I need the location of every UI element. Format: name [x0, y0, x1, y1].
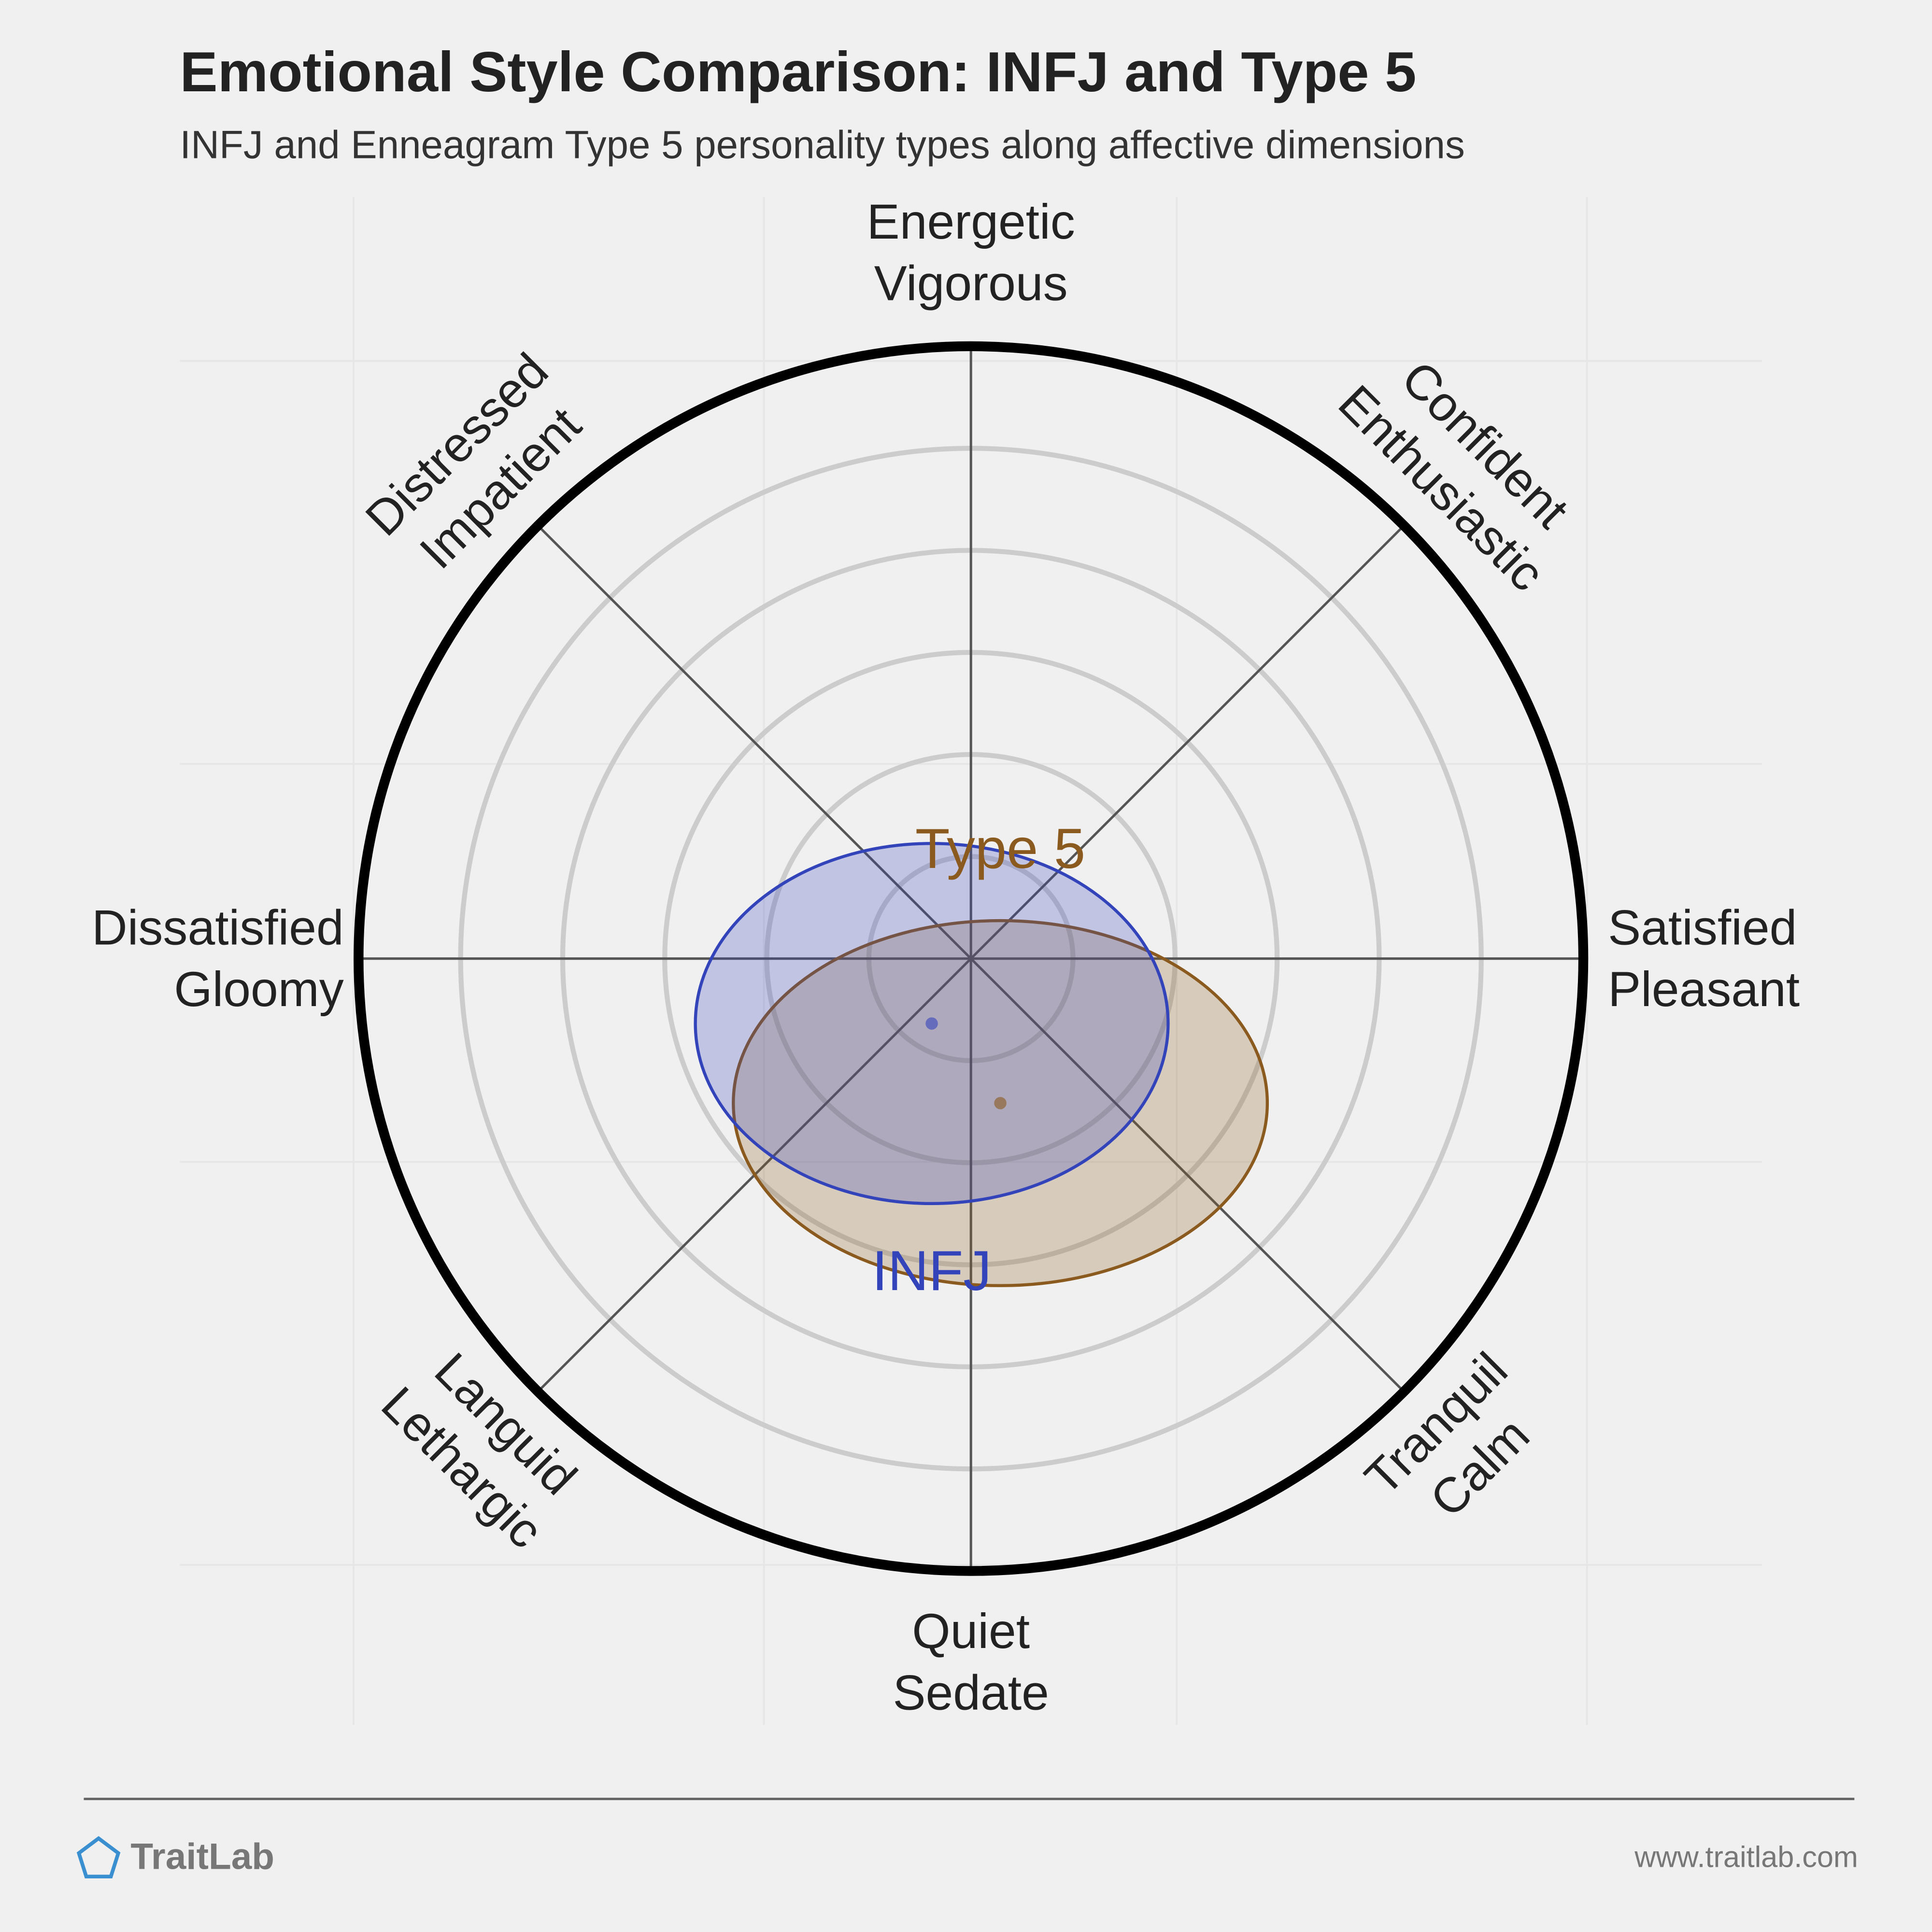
axis-label-line: Vigorous: [874, 256, 1068, 311]
axis-label-line: Sedate: [893, 1665, 1049, 1720]
outer-ring: [354, 341, 1589, 1576]
series-label: INFJ: [872, 1239, 992, 1302]
axis-label-line: Quiet: [912, 1604, 1030, 1659]
axis-label-line: Dissatisfied: [92, 900, 344, 955]
spoke: [537, 525, 972, 960]
center-dot: [994, 1097, 1007, 1109]
spoke: [970, 525, 1405, 960]
axis-label-line: Energetic: [867, 194, 1075, 249]
spoke: [970, 957, 1405, 1393]
logo: [76, 1836, 121, 1879]
series-label: Type 5: [915, 817, 1085, 880]
center-dot: [925, 1017, 938, 1030]
chart-title: Emotional Style Comparison: INFJ and Typ…: [180, 40, 1416, 103]
chart-subtitle: INFJ and Enneagram Type 5 personality ty…: [180, 123, 1464, 167]
axis-label-line: Pleasant: [1608, 962, 1800, 1017]
brand: TraitLab: [130, 1836, 274, 1877]
axis-label-line: Satisfied: [1608, 900, 1797, 955]
axis-label-line: Gloomy: [174, 962, 344, 1017]
url: www.traitlab.com: [1634, 1841, 1858, 1874]
